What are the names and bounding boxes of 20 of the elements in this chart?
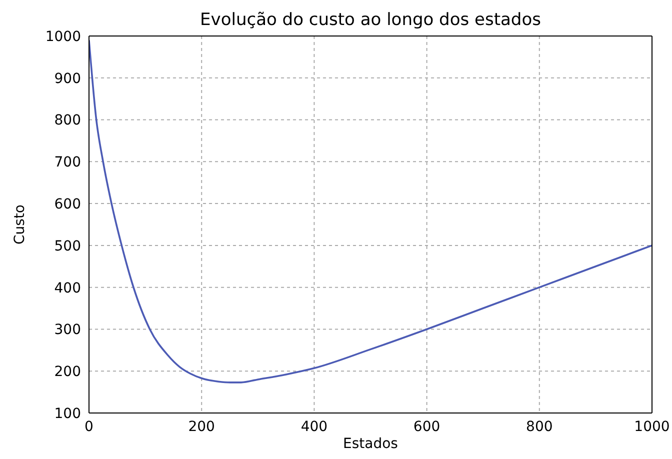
y-tick-label: 500 [54,238,81,254]
y-tick-label: 200 [54,364,81,380]
x-tick-label: 1000 [634,418,670,435]
x-tick-label: 600 [413,418,440,435]
x-tick-label: 0 [84,418,94,435]
x-tick-label: 800 [526,418,553,435]
x-tick-label: 200 [188,418,215,435]
line-series [89,39,652,384]
y-axis-title: Custo [12,204,28,244]
x-axis-title: Estados [343,436,398,452]
y-tick-label: 700 [54,154,81,171]
y-tick-label: 1000 [45,28,81,45]
y-tick-label: 800 [54,112,81,129]
y-tick-label: 900 [54,70,81,87]
chart-title: Evolução do custo ao longo dos estados [199,10,542,30]
y-tick-label: 300 [54,322,81,338]
y-tick-label: 600 [54,196,81,213]
y-tick-label: 100 [54,406,81,422]
x-tick-label: 400 [300,418,328,435]
y-tick-label: 400 [54,280,81,296]
